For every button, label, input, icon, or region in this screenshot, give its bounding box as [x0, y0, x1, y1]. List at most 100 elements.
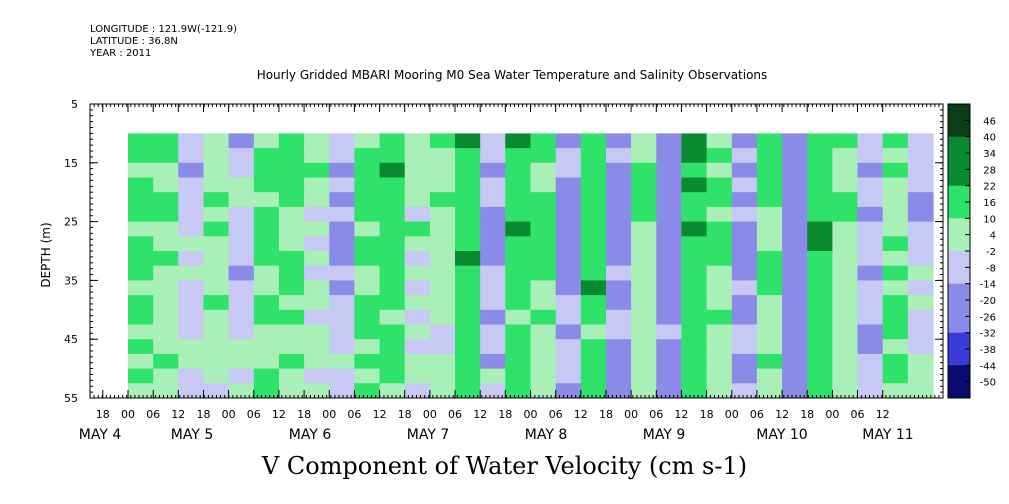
- heatmap-cell: [379, 383, 406, 399]
- x-tick-label: 06: [448, 408, 462, 421]
- heatmap-cell: [631, 221, 657, 237]
- heatmap-cell: [756, 368, 783, 384]
- heatmap-cell: [128, 339, 154, 355]
- heatmap-cell: [228, 162, 255, 178]
- heatmap-cell: [606, 251, 632, 267]
- heatmap-cell: [681, 339, 708, 355]
- heatmap-cell: [857, 177, 884, 193]
- heatmap-cell: [480, 309, 506, 325]
- heatmap-cell: [128, 353, 154, 370]
- heatmap-cell: [656, 339, 683, 355]
- heatmap-cell: [555, 353, 582, 370]
- x-tick-label: 00: [423, 408, 437, 421]
- heatmap-cell: [128, 177, 154, 193]
- heatmap-cell: [178, 383, 205, 399]
- heatmap-cell: [907, 192, 934, 208]
- heatmap-cell: [606, 265, 632, 281]
- heatmap-cell: [455, 383, 481, 399]
- heatmap-cell: [681, 177, 708, 193]
- heatmap-cell: [379, 368, 406, 384]
- heatmap-cell: [304, 309, 330, 325]
- heatmap-cell: [731, 148, 758, 164]
- heatmap-cell: [455, 236, 481, 252]
- heatmap-cell: [857, 324, 884, 340]
- heatmap-cell: [631, 148, 657, 164]
- x-tick-label: 06: [247, 408, 261, 421]
- heatmap-cell: [505, 177, 532, 193]
- heatmap-cell: [857, 162, 884, 178]
- heatmap-cell: [404, 295, 431, 311]
- heatmap-cell: [128, 221, 154, 237]
- heatmap-cell: [505, 324, 532, 340]
- x-tick-label: 06: [649, 408, 663, 421]
- heatmap-cell: [153, 192, 179, 208]
- heatmap-cell: [329, 295, 356, 311]
- heatmap-cell: [329, 353, 356, 370]
- heatmap-cell: [706, 177, 733, 193]
- heatmap-cell: [530, 383, 557, 399]
- heatmap-cell: [907, 280, 934, 296]
- heatmap-cell: [681, 206, 708, 223]
- heatmap-cell: [807, 236, 833, 252]
- heatmap-cell: [228, 383, 255, 399]
- heatmap-cell: [354, 221, 381, 237]
- heatmap-cell: [153, 251, 179, 267]
- heatmap-cell: [203, 324, 230, 340]
- heatmap-cell: [756, 236, 783, 252]
- heatmap-cell: [656, 309, 683, 325]
- heatmap-cell: [203, 206, 230, 223]
- x-tick-label: 06: [549, 408, 563, 421]
- heatmap-cell: [329, 221, 356, 237]
- colorbar-label: 46: [983, 116, 996, 127]
- heatmap-cell: [530, 309, 557, 325]
- heatmap-cell: [832, 368, 859, 384]
- colorbar-label: -8: [986, 263, 996, 274]
- heatmap-cell: [857, 309, 884, 325]
- heatmap-cell: [253, 162, 280, 178]
- heatmap-cell: [379, 265, 406, 281]
- heatmap-cell: [706, 309, 733, 325]
- heatmap-cell: [153, 236, 179, 252]
- heatmap-cell: [832, 309, 859, 325]
- heatmap-cell: [329, 236, 356, 252]
- heatmap-cell: [329, 265, 356, 281]
- colorbar-swatch: [948, 218, 970, 236]
- colorbar-swatch: [948, 381, 970, 399]
- heatmap-cell: [782, 383, 808, 399]
- heatmap-cell: [606, 236, 632, 252]
- heatmap-cell: [530, 236, 557, 252]
- heatmap-cell: [832, 192, 859, 208]
- heatmap-cell: [505, 192, 532, 208]
- heatmap-cell: [555, 295, 582, 311]
- heatmap-cell: [178, 295, 205, 311]
- heatmap-cell: [329, 324, 356, 340]
- colorbar-label: 40: [983, 133, 996, 144]
- heatmap-cell: [404, 148, 431, 164]
- heatmap-cell: [304, 353, 330, 370]
- heatmap-cell: [580, 221, 607, 237]
- heatmap-cell: [907, 353, 934, 370]
- heatmap-cell: [228, 177, 255, 193]
- heatmap-cell: [429, 265, 456, 281]
- heatmap-cell: [505, 368, 532, 384]
- heatmap-cell: [807, 383, 833, 399]
- heatmap-cell: [580, 353, 607, 370]
- heatmap-cell: [379, 280, 406, 296]
- heatmap-cell: [329, 177, 356, 193]
- heatmap-cell: [178, 251, 205, 267]
- heatmap-cell: [505, 383, 532, 399]
- heatmap-cell: [455, 192, 481, 208]
- heatmap-cell: [606, 148, 632, 164]
- heatmap-cell: [203, 295, 230, 311]
- heatmap-cell: [555, 368, 582, 384]
- x-tick-label: 00: [825, 408, 839, 421]
- heatmap-cell: [128, 324, 154, 340]
- heatmap-cell: [555, 133, 582, 149]
- heatmap-cell: [681, 353, 708, 370]
- heatmap-cell: [857, 353, 884, 370]
- heatmap-cell: [354, 368, 381, 384]
- heatmap-cell: [530, 265, 557, 281]
- heatmap-cell: [807, 177, 833, 193]
- colorbar-swatch: [948, 104, 970, 121]
- heatmap-cell: [404, 236, 431, 252]
